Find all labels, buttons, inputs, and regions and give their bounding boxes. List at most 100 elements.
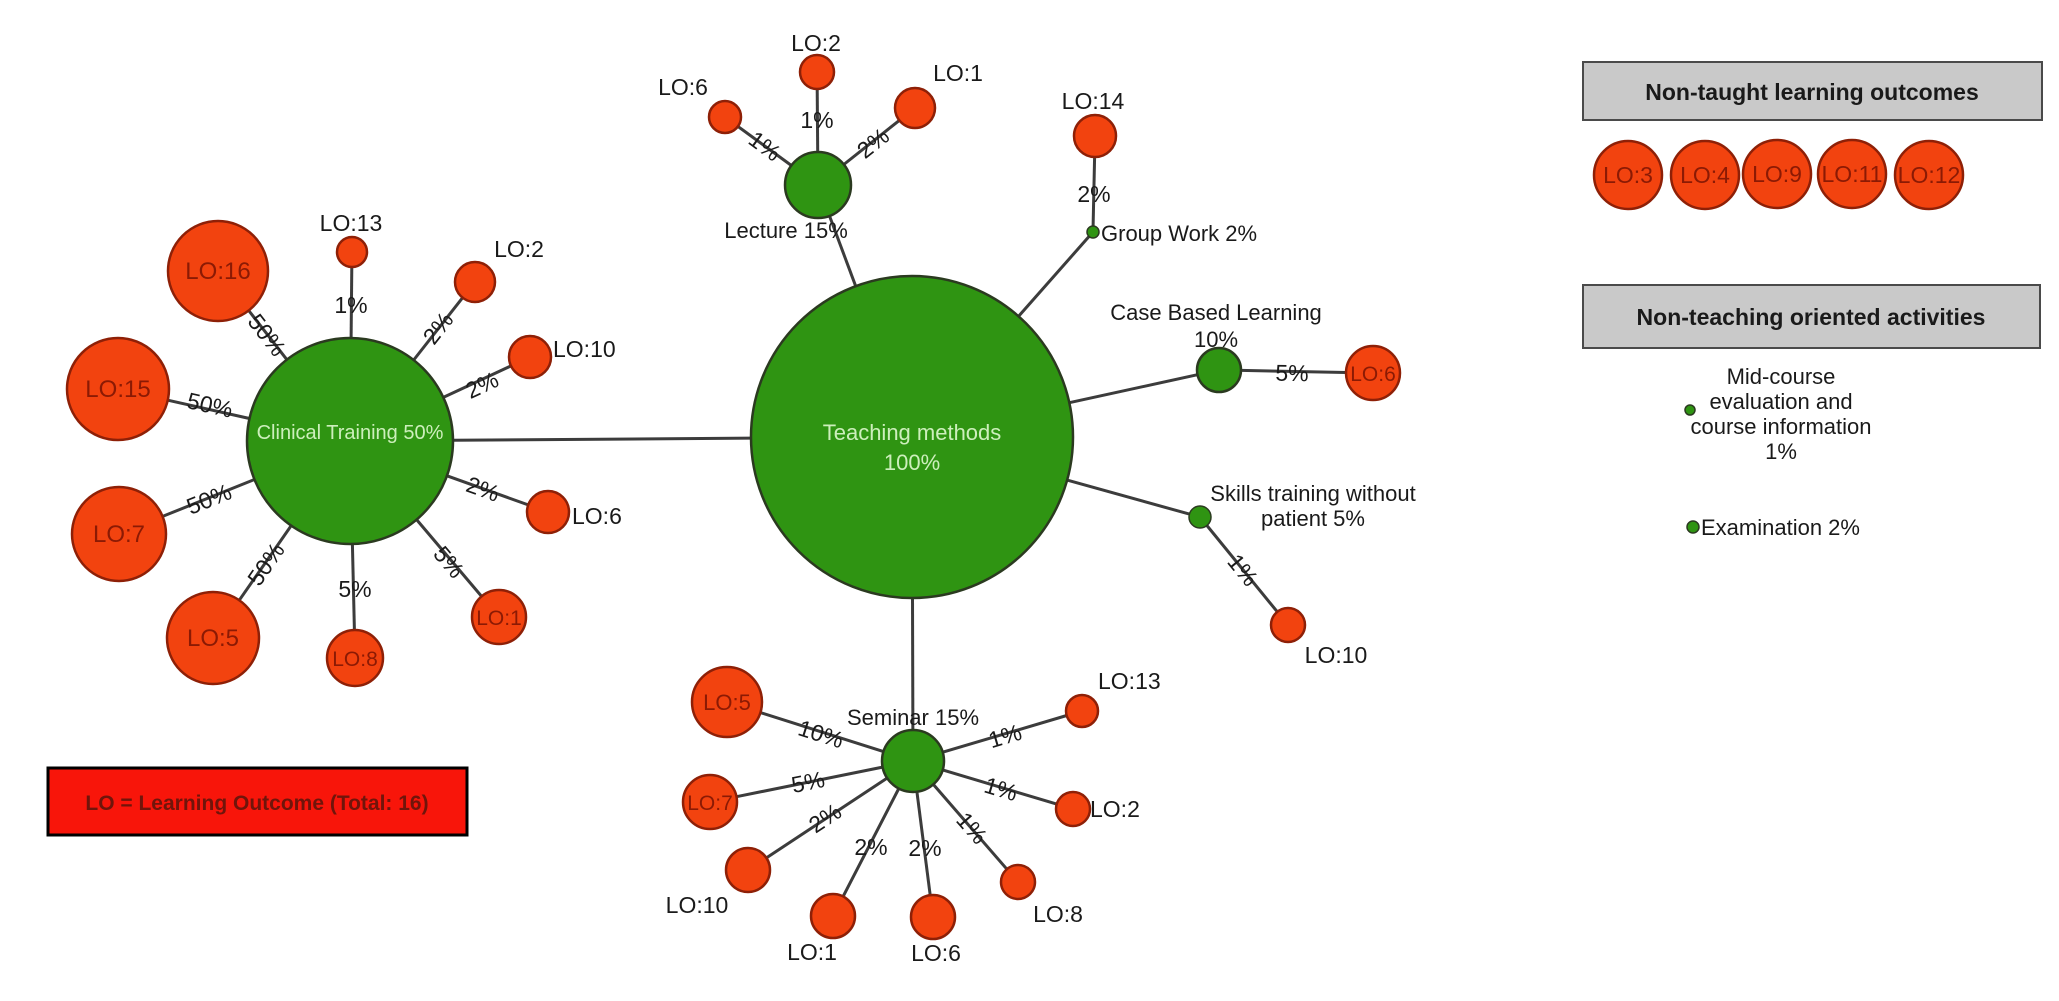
- node-lo13-clinical: [335, 235, 369, 269]
- label-lo11-legend-label: LO:11: [1822, 161, 1883, 187]
- label-lo3-legend-label: LO:3: [1603, 162, 1653, 188]
- edge-clinical-lo8: [350, 543, 356, 631]
- node-lo5-clinical: [165, 590, 261, 686]
- edge-label-skills-lo10: 1%: [1222, 549, 1263, 591]
- node-lo1-lecture: [893, 86, 937, 130]
- label-group-work-title: Group Work 2%: [1101, 221, 1257, 246]
- edge-seminar-lo8: [932, 783, 1009, 871]
- label-lo4-legend-label: LO:4: [1680, 162, 1730, 188]
- node-lo5-seminar: [690, 665, 764, 739]
- node-lo10-clinical: [507, 334, 553, 380]
- label-lo12-legend-label: LO:12: [1898, 162, 1961, 188]
- callout-box: [46, 766, 469, 837]
- node-lo10-seminar: [724, 846, 772, 894]
- edge-label-groupwork-lo14: 2%: [1077, 181, 1110, 207]
- edge-tm-skills: [1066, 478, 1190, 516]
- node-lo14: [1072, 113, 1118, 159]
- node-lo3-legend: [1592, 139, 1664, 211]
- node-lo4-legend: [1669, 139, 1741, 211]
- node-lo2-lecture: [798, 53, 836, 91]
- node-clinical-training: [245, 336, 455, 546]
- edge-clinical-lo10: [442, 364, 512, 399]
- label-lo10-clinical-label: LO:10: [553, 336, 616, 362]
- label-lo7-seminar-label: LO:7: [687, 792, 733, 815]
- edge-label-lecture-lo6: 1%: [744, 126, 786, 167]
- node-group-work: [1086, 225, 1100, 239]
- edge-clinical-lo6: [446, 474, 529, 507]
- edge-label-clinical-lo5: 50%: [242, 538, 290, 591]
- node-lo6-clinical: [525, 489, 571, 535]
- edge-clinical-lo1: [415, 518, 483, 598]
- node-lo9-legend: [1741, 138, 1813, 210]
- edge-clinical-lo5: [238, 524, 293, 602]
- node-lo7-clinical: [70, 485, 168, 583]
- edges-layer: [162, 88, 1347, 898]
- edge-seminar-lo10: [765, 776, 888, 860]
- label-lo8-seminar-label: LO:8: [1033, 901, 1083, 927]
- edge-lecture-lo2: [815, 88, 820, 153]
- node-case-based-learning: [1195, 346, 1243, 394]
- label-lo6-clinical-label: LO:6: [572, 503, 622, 529]
- edge-clinical-lo7: [162, 478, 256, 518]
- legend-non-teaching: Non-teaching oriented activities: [1582, 284, 2041, 349]
- label-lo15-label: LO:15: [85, 376, 150, 403]
- edge-clinical-lo2: [412, 296, 464, 361]
- node-lo2-clinical: [453, 260, 497, 304]
- edge-seminar-lo1: [841, 787, 901, 898]
- edge-lecture-lo1: [842, 119, 901, 166]
- legend-non-taught: Non-taught learning outcomes: [1582, 61, 2043, 121]
- label-teaching-methods-title: Teaching methods 100%: [823, 420, 1002, 475]
- non-taught-title: Non-taught learning outcomes: [1645, 79, 1979, 105]
- edge-label-clinical-lo7: 50%: [183, 478, 235, 519]
- edge-label-clinical-lo8: 5%: [338, 576, 371, 602]
- label-lo8-clinical-label: LO:8: [332, 648, 378, 671]
- node-lo10-skills: [1269, 606, 1307, 644]
- label-lo5-seminar-label: LO:5: [703, 690, 751, 715]
- edge-cbl-lo6: [1240, 368, 1347, 374]
- callout-text: LO = Learning Outcome (Total: 16): [85, 792, 428, 815]
- label-lo1-lecture-label: LO:1: [933, 60, 983, 86]
- edge-label-clinical-lo6: 2%: [463, 471, 503, 507]
- label-lo13-clinical-label: LO:13: [320, 210, 383, 236]
- label-lo13-seminar-label: LO:13: [1098, 668, 1161, 694]
- label-lo6-seminar-label: LO:6: [911, 940, 961, 966]
- edge-seminar-lo7: [736, 765, 883, 799]
- node-lo1-clinical: [470, 588, 528, 646]
- edge-tm-lecture: [828, 215, 858, 287]
- label-lo7-clinical-label: LO:7: [93, 521, 145, 548]
- label-lo14-label: LO:14: [1062, 88, 1125, 114]
- edge-seminar-lo6: [915, 791, 932, 896]
- node-lo15: [65, 336, 171, 442]
- edge-label-seminar-lo6: 2%: [908, 835, 941, 861]
- non-taught-header-box: [1582, 61, 2043, 121]
- edge-label-seminar-lo7: 5%: [789, 766, 827, 798]
- label-lo2-clinical-label: LO:2: [494, 236, 544, 262]
- edge-clinical-lo15: [167, 398, 250, 420]
- label-midcourse-label: Mid-course evaluation and course informati…: [1691, 364, 1872, 464]
- label-lo10-skills-label: LO:10: [1305, 642, 1368, 668]
- label-clinical-training-title: Clinical Training 50%: [257, 422, 444, 444]
- edge-clinical-lo16: [247, 309, 288, 361]
- label-lo1-seminar-label: LO:1: [787, 939, 837, 965]
- node-teaching-methods: [749, 274, 1075, 600]
- node-lo6-cbl: [1344, 344, 1402, 402]
- label-lo6-lecture-label: LO:6: [658, 74, 708, 100]
- node-lo7-seminar: [681, 773, 739, 831]
- non-teaching-title: Non-teaching oriented activities: [1637, 304, 1986, 330]
- non-teaching-header-box: [1582, 284, 2041, 349]
- node-lecture: [783, 150, 853, 220]
- nodes-layer: [65, 53, 1965, 941]
- lo-abbreviation-callout: LO = Learning Outcome (Total: 16): [46, 766, 469, 837]
- edge-label-clinical-lo13: 1%: [334, 292, 367, 318]
- label-lo9-legend-label: LO:9: [1752, 161, 1802, 187]
- edge-tm-clinical: [452, 436, 752, 442]
- edge-label-seminar-lo10: 2%: [804, 798, 846, 838]
- label-lo5-clinical-label: LO:5: [187, 625, 239, 652]
- edge-seminar-lo2: [942, 768, 1058, 806]
- node-examination-dot: [1686, 520, 1700, 534]
- edge-tm-cbl: [1068, 373, 1198, 405]
- edge-label-cbl-lo6: 5%: [1275, 360, 1309, 387]
- node-midcourse-dot: [1684, 404, 1696, 416]
- edge-tm-group-work: [1017, 235, 1091, 318]
- node-lo12-legend: [1893, 139, 1965, 211]
